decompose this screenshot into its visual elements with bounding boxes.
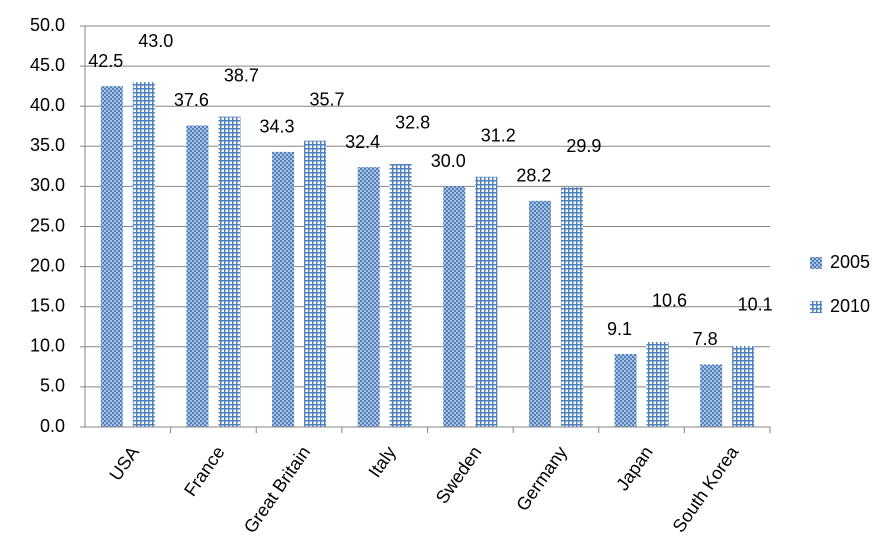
- data-label: 32.4: [345, 132, 380, 152]
- bar: [357, 167, 380, 428]
- bar: [560, 187, 583, 427]
- x-tick-label: Germany: [512, 443, 571, 515]
- y-tick-label: 35.0: [30, 135, 65, 155]
- bar: [443, 186, 466, 427]
- data-label: 29.9: [566, 136, 601, 156]
- bar: [132, 82, 155, 427]
- y-tick-label: 10.0: [30, 336, 65, 356]
- y-tick-label: 25.0: [30, 215, 65, 235]
- x-tick-label: Great Britain: [240, 443, 314, 537]
- legend-label: 2010: [830, 296, 870, 316]
- data-label: 37.6: [174, 90, 209, 110]
- x-tick-label: Italy: [365, 443, 400, 482]
- data-label: 10.6: [652, 291, 687, 311]
- x-tick-label: Sweden: [432, 443, 486, 508]
- y-tick-label: 0.0: [40, 416, 65, 436]
- bar: [218, 116, 241, 427]
- data-label: 38.7: [224, 65, 259, 85]
- legend-swatch: [810, 301, 822, 313]
- y-tick-label: 5.0: [40, 376, 65, 396]
- bar: [614, 354, 637, 427]
- y-tick-label: 50.0: [30, 15, 65, 35]
- bar: [186, 125, 209, 427]
- bar: [100, 86, 123, 428]
- bar: [700, 364, 723, 427]
- y-tick-label: 45.0: [30, 55, 65, 75]
- x-tick-label: South Korea: [669, 442, 743, 536]
- x-tick-label: USA: [105, 443, 143, 485]
- data-label: 9.1: [607, 319, 632, 339]
- y-tick-label: 15.0: [30, 295, 65, 315]
- legend-label: 2005: [830, 252, 870, 272]
- bar: [528, 200, 551, 427]
- legend-swatch: [810, 257, 822, 269]
- bar: [646, 341, 669, 427]
- data-label: 43.0: [138, 31, 173, 51]
- data-label: 31.2: [481, 126, 516, 146]
- y-tick-label: 30.0: [30, 175, 65, 195]
- y-tick-label: 40.0: [30, 95, 65, 115]
- data-label: 34.3: [260, 117, 295, 137]
- data-label: 32.8: [395, 113, 430, 133]
- y-tick-label: 20.0: [30, 255, 65, 275]
- bar: [389, 163, 412, 427]
- data-label: 7.8: [693, 329, 718, 349]
- data-label: 42.5: [88, 51, 123, 71]
- data-label: 28.2: [516, 166, 551, 186]
- data-label: 10.1: [738, 295, 773, 315]
- bar: [272, 151, 295, 427]
- x-tick-label: Japan: [612, 443, 657, 495]
- data-label: 35.7: [310, 89, 345, 109]
- data-label: 30.0: [431, 151, 466, 171]
- bar: [732, 345, 755, 427]
- bar: [304, 140, 327, 427]
- bar: [475, 176, 498, 427]
- x-tick-label: France: [180, 443, 229, 500]
